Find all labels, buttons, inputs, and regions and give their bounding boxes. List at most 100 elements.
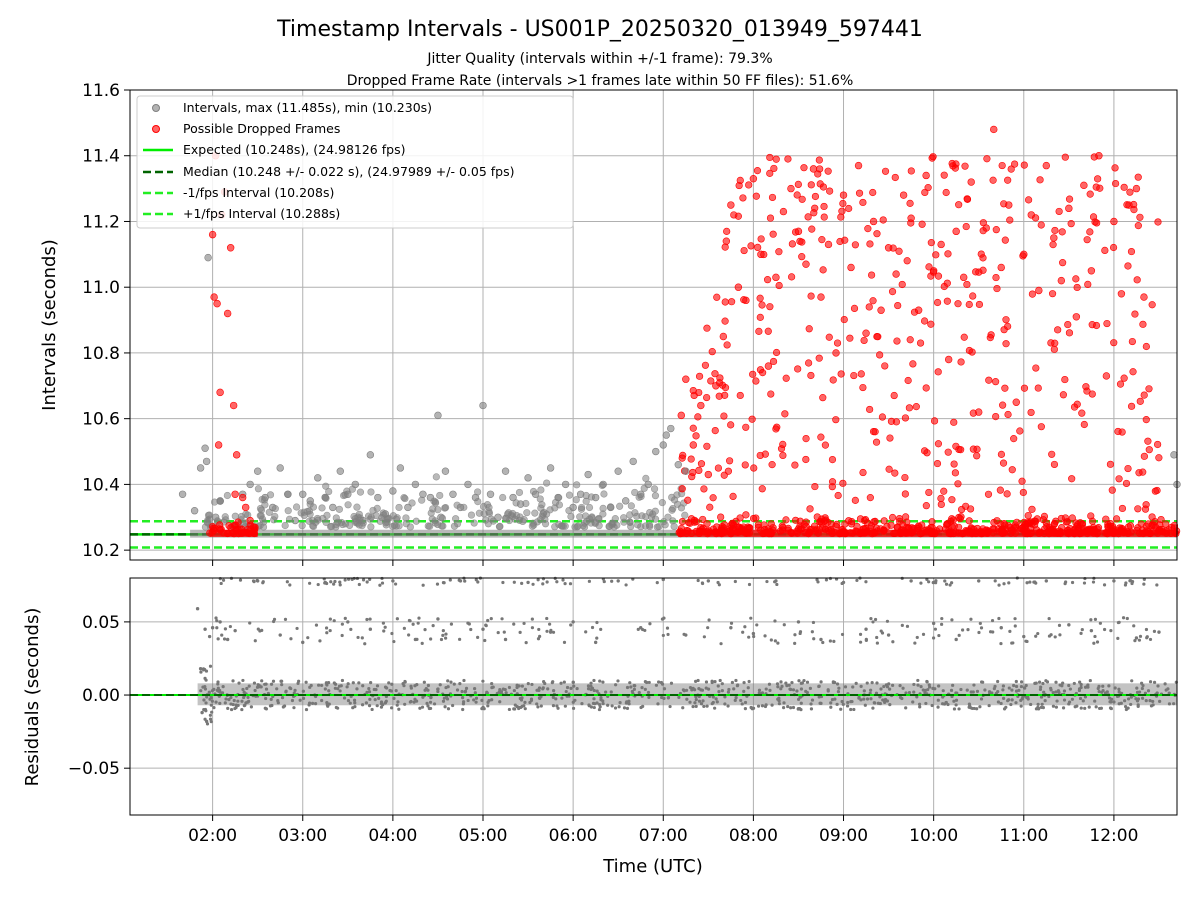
residual-cloud-point xyxy=(426,688,430,692)
residual-cloud-point xyxy=(473,687,477,691)
residual-cloud-point xyxy=(1109,700,1113,704)
residual-cloud-point xyxy=(786,704,790,709)
residual-cloud-point xyxy=(1092,641,1096,645)
residual-cloud-point xyxy=(749,616,753,620)
residual-cloud-point xyxy=(1010,698,1014,702)
residual-cloud-point xyxy=(1062,689,1067,693)
residual-cloud-point xyxy=(791,688,796,692)
residual-cloud-point xyxy=(843,685,848,689)
interval-cloud-point xyxy=(408,499,416,507)
dropped-cloud-point xyxy=(1114,427,1122,436)
interval-cloud-point xyxy=(339,520,347,529)
residual-cloud-point xyxy=(1079,706,1083,710)
interval-point-50 xyxy=(546,464,555,472)
residual-cloud-point xyxy=(395,617,399,621)
residual-cloud-point xyxy=(280,679,284,683)
residual-cloud-point xyxy=(202,668,206,672)
dropped-cloud-point xyxy=(1028,520,1036,528)
residual-cloud-point xyxy=(851,685,855,689)
residual-cloud-point xyxy=(519,705,523,709)
dropped-cloud-point xyxy=(1155,454,1163,462)
legend-entry-median: Median (10.248 +/- 0.022 s), (24.97989 +… xyxy=(143,164,514,179)
residual-cloud-point xyxy=(863,703,867,707)
residual-cloud-point xyxy=(836,690,841,694)
dropped-point-25 xyxy=(734,283,743,291)
residual-cloud-point xyxy=(840,632,845,637)
dropped-cloud-point xyxy=(970,525,978,533)
interval-cloud-point xyxy=(426,522,434,530)
dropped-cloud-point xyxy=(824,167,832,175)
dropped-cloud-point xyxy=(965,346,973,355)
residual-cloud-point xyxy=(613,706,618,710)
residual-cloud-point xyxy=(236,699,240,703)
residual-point-14 xyxy=(346,620,350,624)
legend-label-intervals: Intervals, max (11.485s), min (10.230s) xyxy=(183,100,432,115)
residual-cloud-point xyxy=(1155,583,1159,587)
residual-cloud-point xyxy=(891,683,895,687)
dropped-cloud-point xyxy=(891,469,899,477)
residual-point-50 xyxy=(1157,630,1161,634)
dropped-cloud-point xyxy=(1076,519,1084,527)
residual-cloud-point xyxy=(408,619,412,623)
residual-cloud-point xyxy=(507,685,512,690)
dropped-cloud-point xyxy=(765,530,773,538)
dropped-point-56 xyxy=(967,178,975,186)
residual-cloud-point xyxy=(429,695,433,699)
dropped-cloud-point xyxy=(881,362,889,370)
residual-cloud-point xyxy=(541,582,545,586)
residual-point-13 xyxy=(323,580,327,585)
residual-cloud-point xyxy=(357,582,361,587)
residual-cloud-point xyxy=(904,691,908,695)
residual-cloud-point xyxy=(1036,702,1040,706)
residual-cloud-point xyxy=(597,707,602,712)
residual-cloud-point xyxy=(1124,707,1128,712)
residual-point-43 xyxy=(999,626,1003,630)
residual-cloud-point xyxy=(1101,688,1105,693)
dropped-cloud-point xyxy=(1129,368,1137,376)
residual-cloud-point xyxy=(726,690,731,694)
residual-cloud-point xyxy=(497,690,501,694)
dropped-cloud-point xyxy=(819,266,827,274)
residual-cloud-point xyxy=(536,705,540,709)
intervals-ytick-label-2: 10.6 xyxy=(82,410,120,430)
dropped-cloud-point xyxy=(929,153,937,161)
residual-cloud-point xyxy=(622,706,627,710)
residual-cloud-point xyxy=(245,686,249,691)
residual-cloud-point xyxy=(402,626,406,630)
interval-point-44 xyxy=(501,467,510,475)
residual-cloud-point xyxy=(368,697,372,701)
residual-cloud-point xyxy=(535,702,539,706)
residual-cloud-point xyxy=(253,688,257,693)
residual-cloud-point xyxy=(997,583,1001,587)
dropped-cloud-point xyxy=(815,354,823,362)
dropped-cloud-point xyxy=(879,527,888,535)
dropped-cloud-point xyxy=(846,334,854,342)
dropped-cloud-point xyxy=(1124,262,1132,270)
interval-cloud-point xyxy=(531,509,539,517)
dropped-point-50 xyxy=(922,171,930,180)
residual-cloud-point xyxy=(443,705,447,709)
residual-cloud-point xyxy=(937,684,941,688)
dropped-cloud-point xyxy=(1116,524,1124,532)
residual-point-15 xyxy=(368,627,373,631)
residual-cloud-point xyxy=(592,688,596,693)
residual-cloud-point xyxy=(859,698,863,702)
dropped-cloud-point xyxy=(876,351,884,359)
residual-cloud-point xyxy=(589,687,593,692)
residual-point-48 xyxy=(1112,579,1116,583)
residual-cloud-point xyxy=(1054,690,1058,694)
residual-cloud-point xyxy=(1053,635,1057,639)
residual-cloud-point xyxy=(720,682,724,686)
interval-point-9 xyxy=(246,480,254,489)
residual-cloud-point xyxy=(665,626,670,630)
intervals-ytick-label-4: 11.0 xyxy=(82,278,120,298)
residual-cloud-point xyxy=(1070,580,1075,585)
legend-entry-expected: Expected (10.248s), (24.98126 fps) xyxy=(143,142,405,157)
dropped-cloud-point xyxy=(1120,528,1128,537)
residual-cloud-point xyxy=(599,627,603,631)
residual-cloud-point xyxy=(348,701,352,705)
dropped-cloud-point xyxy=(1102,515,1110,523)
dropped-cloud-point xyxy=(893,337,901,345)
dropped-cloud-point xyxy=(940,171,948,179)
residual-cloud-point xyxy=(258,685,262,689)
